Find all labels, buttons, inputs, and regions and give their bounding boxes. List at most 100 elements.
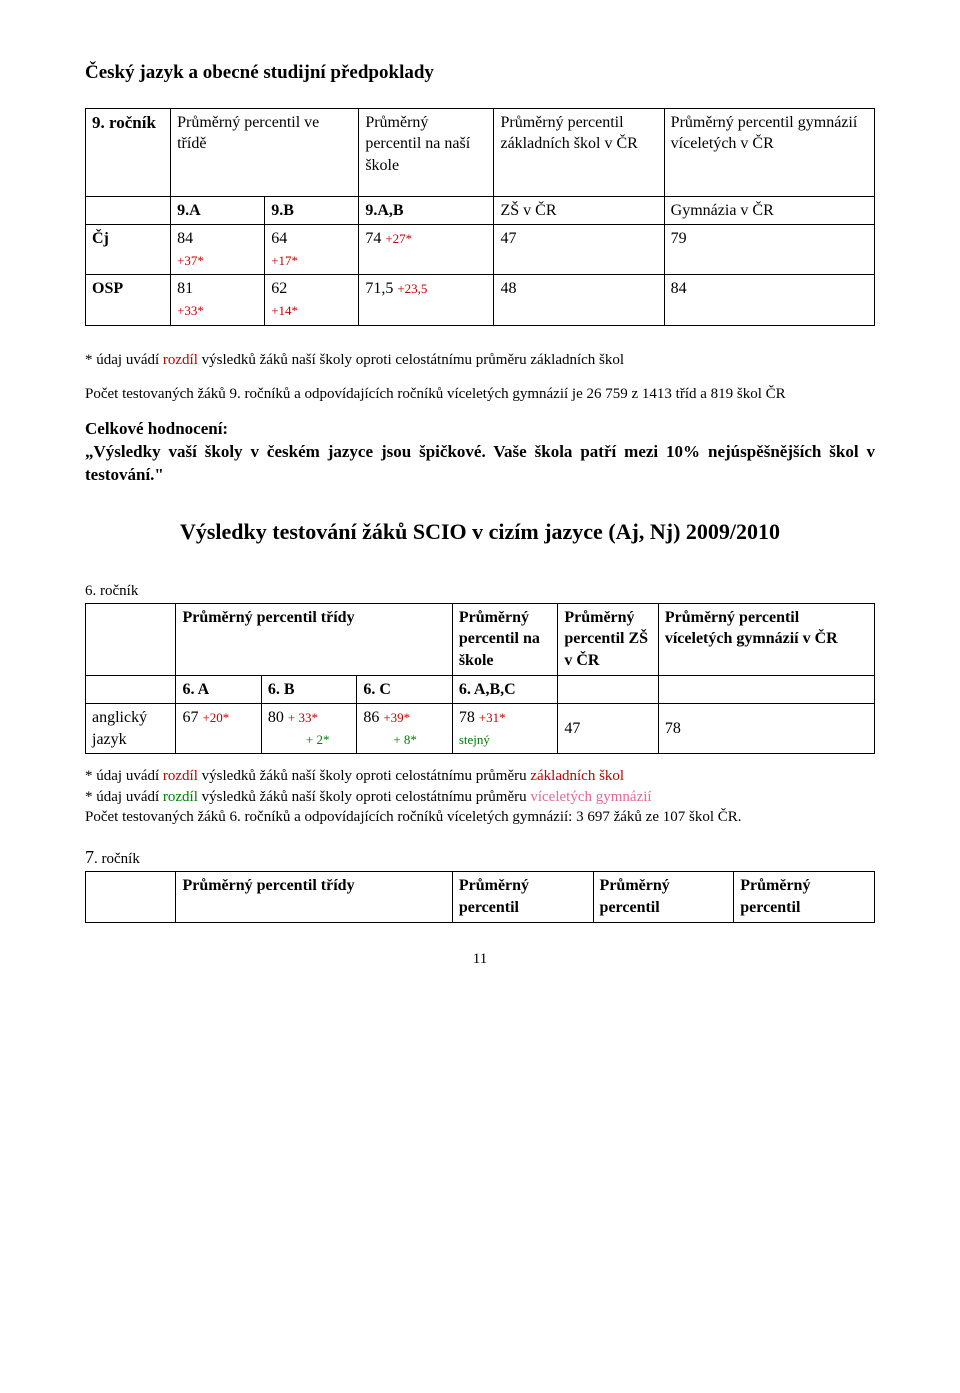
c9b: 9.B (265, 196, 359, 225)
osp-gym: 84 (664, 275, 874, 325)
t3-h4: Průměrný percentil (734, 872, 875, 922)
page-title: Český jazyk a obecné studijní předpoklad… (85, 60, 875, 86)
val: 74 (365, 230, 385, 247)
t1-h4: Průměrný percentil základních škol v ČR (494, 108, 664, 196)
aj-zs: 47 (558, 704, 659, 754)
body2-h: Celkové hodnocení: (85, 419, 228, 438)
cj-label: Čj (86, 225, 171, 275)
val: 84 (177, 230, 193, 247)
empty (86, 675, 176, 704)
c6c: 6. C (357, 675, 452, 704)
aj-label: anglický jazyk (86, 704, 176, 754)
page-number: 11 (85, 949, 875, 969)
diff1: +31* (479, 710, 506, 725)
note3-gym: víceletých gymnázií (530, 789, 651, 805)
note3-red: rozdíl (163, 789, 198, 805)
table-row: Průměrný percentil třídy Průměrný percen… (86, 603, 875, 675)
diff1: +39* (383, 710, 410, 725)
diff: +37* (177, 253, 204, 268)
val: 71,5 (365, 280, 397, 297)
t2-h4: Průměrný percentil víceletých gymnázií v… (658, 603, 874, 675)
t3-h2: Průměrný percentil (452, 872, 593, 922)
empty (86, 872, 176, 922)
val: 64 (271, 230, 287, 247)
zs: ZŠ v ČR (494, 196, 664, 225)
empty (86, 196, 171, 225)
aj-gym: 78 (658, 704, 874, 754)
diff: +17* (271, 253, 298, 268)
t3-h3: Průměrný percentil (593, 872, 734, 922)
body-2: Celkové hodnocení: „Výsledky vaší školy … (85, 418, 875, 487)
c6b: 6. B (261, 675, 356, 704)
t2-h2: Průměrný percentil na škole (452, 603, 558, 675)
table-row: anglický jazyk 67 +20* 80 + 33* + 2* 86 … (86, 704, 875, 754)
body-3: Počet testovaných žáků 6. ročníků a odpo… (85, 807, 875, 827)
osp-a: 81 +33* (171, 275, 265, 325)
table-row: 9.A 9.B 9.A,B ZŠ v ČR Gymnázia v ČR (86, 196, 875, 225)
t2-h3: Průměrný percentil ZŠ v ČR (558, 603, 659, 675)
diff: +33* (177, 303, 204, 318)
note1-post: výsledků žáků naší školy oproti celostát… (198, 352, 624, 368)
t1-h5: Průměrný percentil gymnázií víceletých v… (664, 108, 874, 196)
val: 86 (363, 709, 383, 726)
note-1: * údaj uvádí rozdíl výsledků žáků naší š… (85, 350, 875, 370)
c6abc: 6. A,B,C (452, 675, 558, 704)
t3-7: 7 (85, 847, 94, 867)
t3-h1: Průměrný percentil třídy (176, 872, 452, 922)
val: 62 (271, 280, 287, 297)
aj-a: 67 +20* (176, 704, 261, 754)
table-1: 9. ročník Průměrný percentil ve třídě Pr… (85, 108, 875, 326)
cj-a: 84 +37* (171, 225, 265, 275)
val: 78 (459, 709, 479, 726)
note3-pre: * údaj uvádí (85, 789, 163, 805)
body-1: Počet testovaných žáků 9. ročníků a odpo… (85, 384, 875, 404)
osp-b: 62 +14* (265, 275, 359, 325)
empty (558, 675, 659, 704)
aj-abc: 78 +31* stejný (452, 704, 558, 754)
diff: +14* (271, 303, 298, 318)
val: 67 (182, 709, 202, 726)
osp-zs: 48 (494, 275, 664, 325)
t3-label: 7. ročník (85, 845, 875, 869)
cj-ab: 74 +27* (359, 225, 494, 275)
table-row: OSP 81 +33* 62 +14* 71,5 +23,5 48 84 (86, 275, 875, 325)
cj-zs: 47 (494, 225, 664, 275)
table-3: Průměrný percentil třídy Průměrný percen… (85, 871, 875, 922)
c9ab: 9.A,B (359, 196, 494, 225)
note1-red: rozdíl (163, 352, 198, 368)
gym: Gymnázia v ČR (664, 196, 874, 225)
diff: +27* (385, 231, 412, 246)
note-2: * údaj uvádí rozdíl výsledků žáků naší š… (85, 766, 875, 786)
val: 81 (177, 280, 193, 297)
table-row: Průměrný percentil třídy Průměrný percen… (86, 872, 875, 922)
c6a: 6. A (176, 675, 261, 704)
table-row: 6. A 6. B 6. C 6. A,B,C (86, 675, 875, 704)
c9a: 9.A (171, 196, 265, 225)
val: 80 (268, 709, 288, 726)
note3-mid: výsledků žáků naší školy oproti celostát… (198, 789, 530, 805)
t3-rest: . ročník (94, 851, 140, 867)
diff2: + 8* (363, 732, 417, 747)
table-2: Průměrný percentil třídy Průměrný percen… (85, 603, 875, 755)
aj-c: 86 +39* + 8* (357, 704, 452, 754)
diff: +20* (202, 710, 229, 725)
body2-q: „Výsledky vaší školy v českém jazyce jso… (85, 441, 875, 487)
t1-h3: Průměrný percentil na naší škole (359, 108, 494, 196)
note1-pre: * údaj uvádí (85, 352, 163, 368)
empty (658, 675, 874, 704)
aj-b: 80 + 33* + 2* (261, 704, 356, 754)
diff2: + 2* (268, 732, 330, 747)
cj-gym: 79 (664, 225, 874, 275)
diff1: + 33* (288, 710, 318, 725)
t1-h1: 9. ročník (86, 108, 171, 196)
empty (86, 603, 176, 675)
osp-label: OSP (86, 275, 171, 325)
note2-zs: základních škol (530, 768, 624, 784)
cj-b: 64 +17* (265, 225, 359, 275)
t2-h1: Průměrný percentil třídy (176, 603, 452, 675)
table-row: Čj 84 +37* 64 +17* 74 +27* 47 79 (86, 225, 875, 275)
table-row: 9. ročník Průměrný percentil ve třídě Pr… (86, 108, 875, 196)
t1-h2: Průměrný percentil ve třídě (171, 108, 359, 196)
note2-red: rozdíl (163, 768, 198, 784)
diff2: stejný (459, 732, 490, 747)
